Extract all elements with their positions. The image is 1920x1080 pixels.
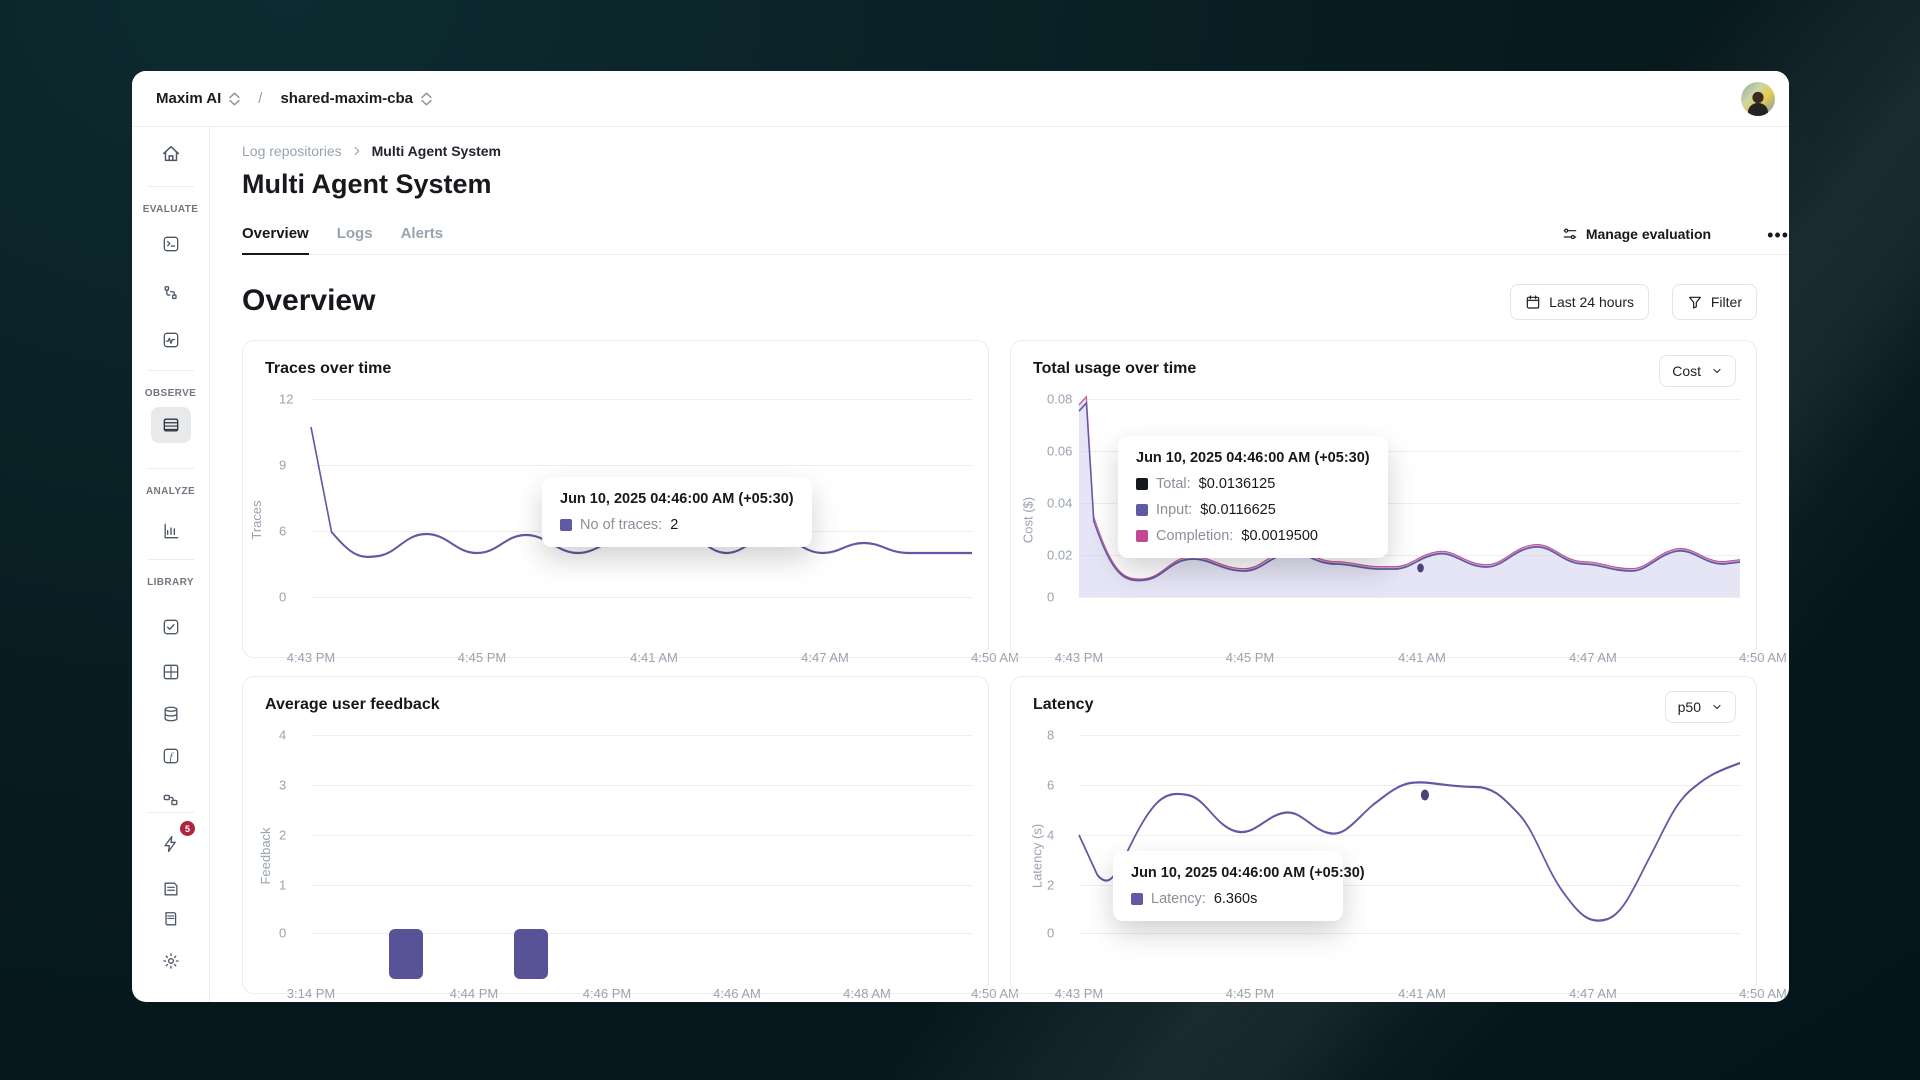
svg-text:f: f xyxy=(169,751,174,763)
